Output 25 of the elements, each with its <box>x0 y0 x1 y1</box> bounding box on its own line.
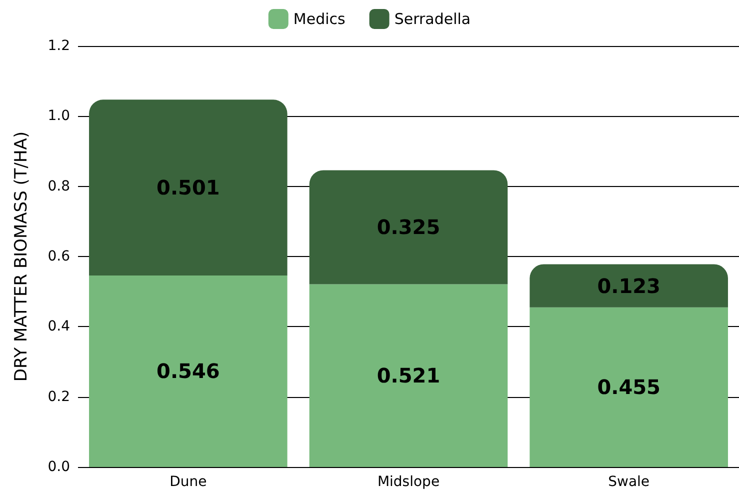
bar <box>89 100 288 276</box>
legend-label: Medics <box>293 10 346 28</box>
x-tick-label: Swale <box>608 474 650 490</box>
data-label: 0.546 <box>156 359 220 384</box>
y-tick-label: 0.4 <box>48 318 70 335</box>
data-label: 0.123 <box>597 274 660 298</box>
legend-label: Serradella <box>394 10 471 28</box>
bar <box>309 284 508 467</box>
bar <box>530 307 728 467</box>
y-tick-label: 0.6 <box>48 248 70 264</box>
y-tick-label: 1.0 <box>48 108 70 124</box>
data-label: 0.325 <box>376 215 440 240</box>
bar <box>89 275 288 467</box>
y-tick-label: 0.2 <box>48 388 70 405</box>
bar <box>530 264 728 308</box>
data-label: 0.521 <box>376 364 440 388</box>
x-tick-label: Midslope <box>377 474 440 490</box>
x-tick-label: Dune <box>170 474 207 490</box>
bar <box>309 170 508 284</box>
data-label: 0.455 <box>597 375 660 400</box>
y-tick-label: 0.8 <box>48 178 70 194</box>
y-tick-label: 0.0 <box>48 459 70 475</box>
y-tick-label: 1.2 <box>48 38 70 54</box>
y-axis-title: DRY MATTER BIOMASS (T/HA) <box>12 131 32 382</box>
data-label: 0.501 <box>156 176 220 200</box>
